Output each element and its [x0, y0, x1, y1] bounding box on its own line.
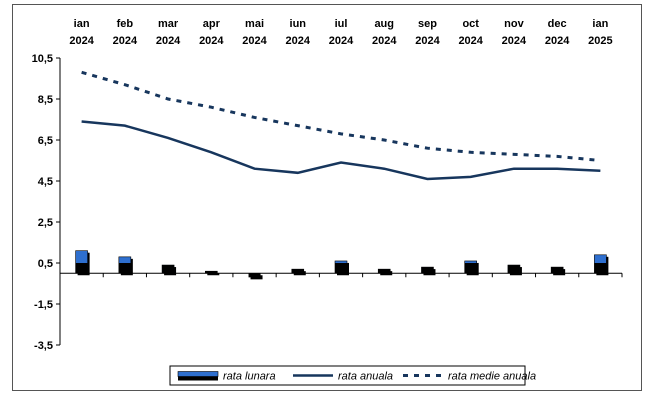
- legend-swatch-rata-lunara: [177, 371, 219, 377]
- bar-base: [507, 265, 520, 274]
- x-tick-label-month: ian: [592, 18, 608, 30]
- chart-frame: [12, 4, 642, 391]
- bar-base: [291, 269, 304, 274]
- x-tick-label-month: dec: [548, 18, 567, 30]
- y-tick-label: 6,5: [38, 135, 53, 147]
- x-tick-label-month: iul: [335, 18, 348, 30]
- legend-box: [169, 365, 526, 386]
- y-tick-label: 8,5: [38, 94, 53, 106]
- bar-base: [162, 265, 175, 274]
- legend-label-rata-anuala: rata anuala: [338, 371, 393, 383]
- bar-base: [118, 263, 131, 274]
- legend-swatch-rata-lunara-base: [178, 376, 218, 381]
- x-tick-label-month: oct: [462, 18, 479, 30]
- bar-base: [335, 263, 347, 274]
- x-tick-label-year: 2024: [199, 35, 224, 47]
- x-tick-label-year: 2024: [458, 35, 483, 47]
- x-tick-label-year: 2024: [545, 35, 570, 47]
- y-tick-label: 4,5: [38, 176, 53, 188]
- bar-base: [205, 271, 218, 274]
- x-tick-label-year: 2024: [113, 35, 138, 47]
- bar-base: [594, 263, 607, 274]
- y-tick-label: 2,5: [38, 217, 53, 229]
- x-tick-label-year: 2025: [588, 35, 612, 47]
- x-tick-label-month: aug: [374, 18, 394, 30]
- x-tick-label-month: ian: [74, 18, 90, 30]
- x-tick-label-year: 2024: [415, 35, 440, 47]
- bar-rata-lunara: [248, 273, 261, 278]
- x-tick-label-month: feb: [117, 18, 134, 30]
- legend-label-rata-lunara: rata lunara: [223, 371, 276, 383]
- x-tick-label-year: 2024: [242, 35, 267, 47]
- x-tick-label-month: nov: [504, 18, 524, 30]
- bar-base: [464, 263, 477, 274]
- bar-base: [75, 263, 88, 274]
- y-tick-label: -1,5: [34, 299, 53, 311]
- x-tick-label-month: sep: [418, 18, 437, 30]
- x-tick-label-year: 2024: [372, 35, 397, 47]
- bar-shadow: [207, 273, 220, 276]
- x-tick-label-year: 2024: [329, 35, 354, 47]
- bar-base: [551, 267, 564, 274]
- y-tick-label: 0,5: [38, 258, 53, 270]
- x-tick-label-month: apr: [203, 18, 221, 30]
- line-rata-medie-anuala: [81, 70, 601, 162]
- x-tick-label-year: 2024: [286, 35, 311, 47]
- x-tick-label-month: iun: [290, 18, 307, 30]
- x-tick-label-month: mai: [245, 18, 264, 30]
- line-rata-anuala: [81, 120, 601, 181]
- bar-base: [421, 267, 434, 274]
- x-tick-label-year: 2024: [69, 35, 94, 47]
- x-tick-label-month: mar: [158, 18, 179, 30]
- x-tick-label-year: 2024: [502, 35, 527, 47]
- y-tick-label: 10,5: [32, 53, 53, 65]
- legend-label-rata-medie-anuala: rata medie anuala: [448, 371, 536, 383]
- x-tick-label-year: 2024: [156, 35, 181, 47]
- y-tick-label: -3,5: [34, 340, 53, 352]
- bar-base: [378, 269, 391, 274]
